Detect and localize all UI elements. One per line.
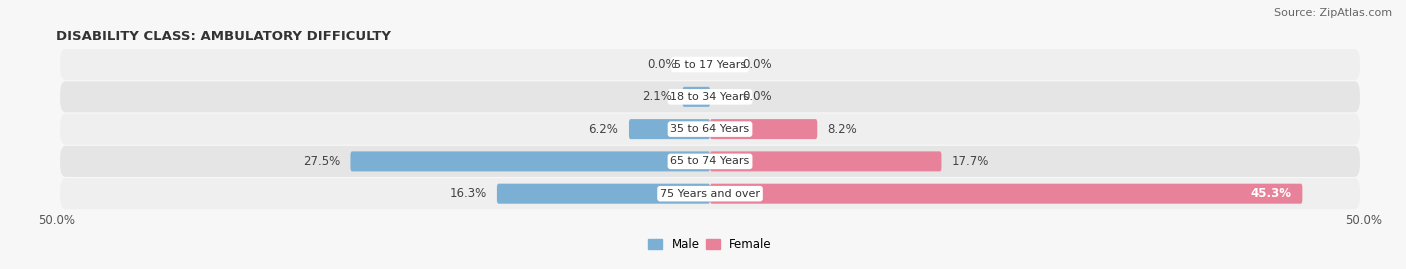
FancyBboxPatch shape: [710, 151, 942, 171]
Text: 16.3%: 16.3%: [449, 187, 486, 200]
Text: 8.2%: 8.2%: [828, 123, 858, 136]
FancyBboxPatch shape: [682, 87, 710, 107]
FancyBboxPatch shape: [628, 119, 710, 139]
Text: 0.0%: 0.0%: [742, 58, 772, 71]
FancyBboxPatch shape: [60, 178, 1360, 209]
Text: 17.7%: 17.7%: [952, 155, 990, 168]
Legend: Male, Female: Male, Female: [644, 233, 776, 256]
Text: 0.0%: 0.0%: [648, 58, 678, 71]
FancyBboxPatch shape: [60, 146, 1360, 177]
FancyBboxPatch shape: [710, 119, 817, 139]
Text: 45.3%: 45.3%: [1251, 187, 1292, 200]
Text: 27.5%: 27.5%: [302, 155, 340, 168]
FancyBboxPatch shape: [60, 81, 1360, 112]
Text: 0.0%: 0.0%: [742, 90, 772, 103]
FancyBboxPatch shape: [350, 151, 710, 171]
Text: 65 to 74 Years: 65 to 74 Years: [671, 156, 749, 167]
FancyBboxPatch shape: [60, 49, 1360, 80]
Text: 18 to 34 Years: 18 to 34 Years: [671, 92, 749, 102]
FancyBboxPatch shape: [496, 184, 710, 204]
Text: 6.2%: 6.2%: [589, 123, 619, 136]
Text: 75 Years and over: 75 Years and over: [659, 189, 761, 199]
Text: 35 to 64 Years: 35 to 64 Years: [671, 124, 749, 134]
Text: 2.1%: 2.1%: [643, 90, 672, 103]
Text: 5 to 17 Years: 5 to 17 Years: [673, 59, 747, 70]
Text: Source: ZipAtlas.com: Source: ZipAtlas.com: [1274, 8, 1392, 18]
Text: DISABILITY CLASS: AMBULATORY DIFFICULTY: DISABILITY CLASS: AMBULATORY DIFFICULTY: [56, 30, 391, 43]
FancyBboxPatch shape: [60, 114, 1360, 145]
FancyBboxPatch shape: [710, 184, 1302, 204]
